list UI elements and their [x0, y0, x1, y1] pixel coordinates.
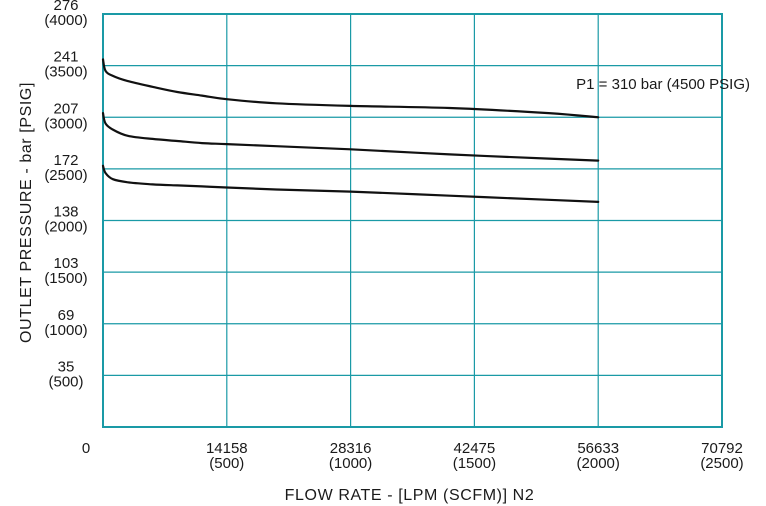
y-tick-sublabel-7: (4000) [44, 12, 87, 29]
y-tick-sublabel-5: (3000) [44, 115, 87, 132]
x-tick-sublabel-1: (500) [209, 455, 244, 472]
x-tick-label-2: 28316 [330, 440, 372, 457]
y-tick-sublabel-2: (1500) [44, 270, 87, 287]
x-tick-sublabel-4: (2000) [577, 455, 620, 472]
x-tick-labels: 0 14158(500)28316(1000)42475(1500)56633(2… [82, 440, 744, 472]
x-tick-sublabel-3: (1500) [453, 455, 496, 472]
y-tick-sublabel-3: (2000) [44, 219, 87, 236]
x-tick-label-4: 56633 [577, 440, 619, 457]
y-tick-sublabel-4: (2500) [44, 167, 87, 184]
y-tick-label-4: 172 [53, 152, 78, 169]
curve-annotation: P1 = 310 bar (4500 PSIG) [576, 76, 750, 93]
y-tick-labels: 35(500) 69(1000) 103(1500) 138(2000) 172(250… [44, 0, 87, 390]
y-tick-label-2: 103 [53, 255, 78, 272]
y-tick-sublabel-6: (3500) [44, 64, 87, 81]
series-line-3 [101, 164, 600, 203]
series-layer [101, 58, 600, 203]
y-axis-label: OUTLET PRESSURE - bar [PSIG] [18, 82, 35, 343]
y-tick-label-1: 69 [58, 307, 75, 324]
y-tick-label-5: 207 [53, 100, 78, 117]
y-tick-label-0: 35 [58, 358, 75, 375]
plot-frame [102, 13, 723, 428]
y-tick-label-3: 138 [53, 204, 78, 221]
series-line-2 [101, 112, 600, 162]
x-axis-label: FLOW RATE - [LPM (SCFM)] N2 [285, 487, 535, 504]
y-tick-sublabel-0: (500) [48, 373, 83, 390]
x-tick-label-0: 0 [82, 440, 90, 457]
grid-lines [103, 14, 722, 427]
series-line-1 [101, 58, 600, 119]
x-tick-label-1: 14158 [206, 440, 248, 457]
y-tick-label-6: 241 [53, 49, 78, 66]
x-tick-label-3: 42475 [454, 440, 496, 457]
x-tick-sublabel-5: (2500) [700, 455, 743, 472]
x-tick-sublabel-2: (1000) [329, 455, 372, 472]
y-tick-label-7: 276 [53, 0, 78, 14]
x-tick-label-5: 70792 [701, 440, 743, 457]
y-tick-sublabel-1: (1000) [44, 322, 87, 339]
